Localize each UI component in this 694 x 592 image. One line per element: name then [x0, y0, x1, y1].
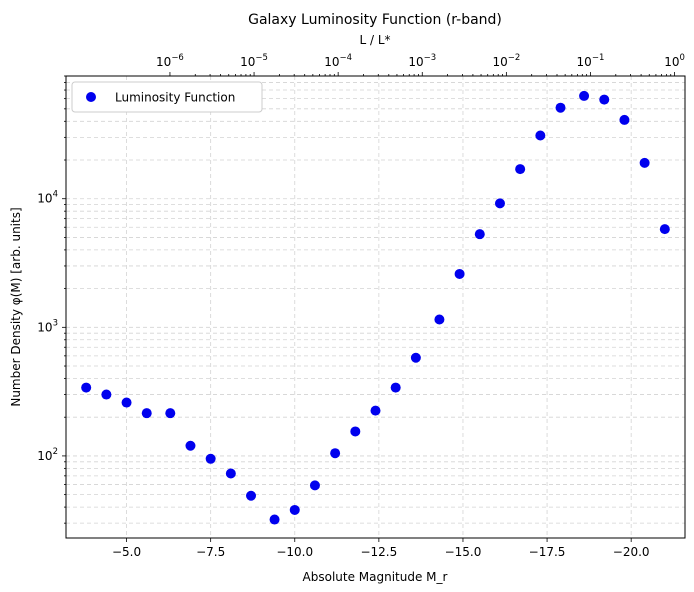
x-tick-label: −20.0 [613, 545, 650, 559]
x-tick-label: −17.5 [529, 545, 566, 559]
top-tick-label: 10−3 [408, 53, 436, 69]
minor-ticks [64, 75, 66, 524]
data-point [205, 453, 216, 464]
data-point [659, 224, 670, 235]
data-point [434, 314, 445, 325]
data-point [309, 480, 320, 491]
data-points [81, 90, 670, 525]
data-point [81, 382, 92, 393]
data-point [619, 114, 630, 125]
data-point [225, 468, 236, 479]
x-tick-label: −7.5 [196, 545, 225, 559]
data-point [535, 130, 546, 141]
y-tick-label: 103 [37, 318, 58, 334]
legend-marker [86, 92, 96, 102]
data-point [141, 408, 152, 419]
x-tick-label: −10.0 [276, 545, 313, 559]
data-point [269, 514, 280, 525]
x-axis-ticks: −5.0 −7.5 −10.0 −12.5 −15.0 −17.5 −20.0 [112, 538, 650, 559]
top-tick-label: 10−1 [577, 53, 605, 69]
data-point [390, 382, 401, 393]
data-point [165, 408, 176, 419]
data-point [350, 426, 361, 437]
data-point [639, 157, 650, 168]
grid [66, 75, 685, 538]
data-point [246, 490, 257, 501]
data-point [410, 352, 421, 363]
x-axis-label: Absolute Magnitude M_r [303, 570, 448, 584]
x-tick-label: −12.5 [360, 545, 397, 559]
data-point [494, 198, 505, 209]
data-point [555, 102, 566, 113]
data-point [185, 440, 196, 451]
plot-frame [65, 75, 686, 539]
data-point [289, 504, 300, 515]
x-tick-label: −5.0 [112, 545, 141, 559]
top-axis-label: L / L* [359, 33, 390, 47]
data-point [515, 164, 526, 175]
data-point [330, 448, 341, 459]
data-point [599, 94, 610, 105]
legend: Luminosity Function [71, 81, 263, 113]
x-tick-label: −15.0 [445, 545, 482, 559]
top-tick-label: 100 [664, 53, 685, 69]
data-point [370, 405, 381, 416]
data-point [474, 229, 485, 240]
legend-box [71, 81, 263, 113]
data-point [454, 268, 465, 279]
data-point [101, 389, 112, 400]
y-axis-ticks: 102 103 104 [37, 190, 66, 463]
chart-title: Galaxy Luminosity Function (r-band) [248, 12, 502, 28]
top-tick-label: 10−6 [156, 53, 184, 69]
y-axis-label: Number Density φ(M) [arb. units] [9, 207, 23, 406]
y-tick-label: 102 [37, 447, 58, 463]
legend-label: Luminosity Function [115, 91, 235, 105]
y-tick-label: 104 [37, 190, 58, 206]
top-axis-ticks: 10−6 10−5 10−4 10−3 10−2 10−1 100 [156, 53, 685, 76]
data-point [579, 90, 590, 101]
top-tick-label: 10−2 [492, 53, 520, 69]
data-point [121, 397, 132, 408]
top-tick-label: 10−5 [240, 53, 268, 69]
top-tick-label: 10−4 [324, 53, 352, 69]
